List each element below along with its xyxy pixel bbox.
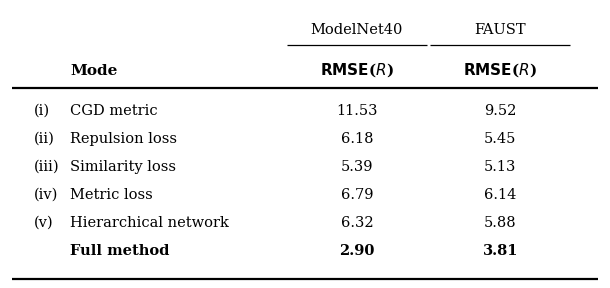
Text: 9.52: 9.52 <box>484 104 517 118</box>
Text: 6.79: 6.79 <box>340 188 373 202</box>
Text: CGD metric: CGD metric <box>70 104 158 118</box>
Text: ModelNet40: ModelNet40 <box>310 23 403 37</box>
Text: $\mathbf{RMSE}$($\mathit{R}$): $\mathbf{RMSE}$($\mathit{R}$) <box>320 62 394 79</box>
Text: 5.88: 5.88 <box>484 216 517 230</box>
Text: 2.90: 2.90 <box>339 244 375 257</box>
Text: Hierarchical network: Hierarchical network <box>70 216 229 230</box>
Text: (ii): (ii) <box>34 132 54 146</box>
Text: 6.14: 6.14 <box>484 188 517 202</box>
Text: 3.81: 3.81 <box>483 244 518 257</box>
Text: 5.45: 5.45 <box>484 132 517 146</box>
Text: Mode: Mode <box>70 64 118 77</box>
Text: (i): (i) <box>34 104 49 118</box>
Text: Similarity loss: Similarity loss <box>70 160 176 174</box>
Text: (v): (v) <box>34 216 53 230</box>
Text: 11.53: 11.53 <box>336 104 378 118</box>
Text: 6.32: 6.32 <box>340 216 373 230</box>
Text: $\mathbf{RMSE}$($\mathit{R}$): $\mathbf{RMSE}$($\mathit{R}$) <box>463 62 537 79</box>
Text: 5.13: 5.13 <box>484 160 517 174</box>
Text: (iii): (iii) <box>34 160 59 174</box>
Text: (iv): (iv) <box>34 188 58 202</box>
Text: FAUST: FAUST <box>475 23 526 37</box>
Text: 5.39: 5.39 <box>340 160 373 174</box>
Text: Metric loss: Metric loss <box>70 188 153 202</box>
Text: Repulsion loss: Repulsion loss <box>70 132 177 146</box>
Text: Full method: Full method <box>70 244 170 257</box>
Text: 6.18: 6.18 <box>340 132 373 146</box>
